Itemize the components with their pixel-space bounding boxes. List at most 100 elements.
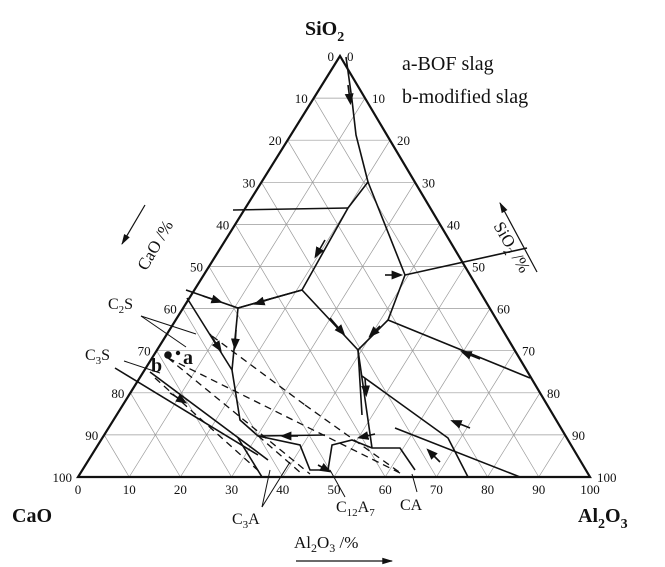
tick-bottom-0: 0 (75, 482, 82, 497)
boundary-gehlenite-low (231, 369, 326, 437)
grid-line-ca-6 (182, 308, 284, 478)
boundary-gehlenite-anorthite (357, 349, 363, 416)
axis-arrow-cao (121, 204, 146, 245)
phase-boundaries (114, 56, 531, 478)
grid-line-al-3 (231, 182, 416, 478)
point-b-label: b (151, 355, 162, 377)
tick-right-4: 60 (497, 302, 510, 317)
arrow-12 (426, 448, 441, 463)
tick-bottom-2: 20 (174, 482, 187, 497)
point-a-dot (164, 351, 172, 359)
grid-line-ca-3 (261, 182, 437, 478)
boundary-arrows (169, 84, 481, 473)
axis-arrow-sio2 (499, 202, 538, 273)
arrow-1 (344, 84, 354, 106)
phase-c2s: C2S (108, 296, 133, 316)
grid-line-al-9 (538, 434, 566, 478)
tick-left-8: 80 (111, 386, 124, 401)
tick-bottom-5: 50 (328, 482, 341, 497)
phase-c3a: C3A (232, 511, 260, 531)
arrow-4 (253, 296, 271, 306)
point-a-label: a (183, 347, 193, 369)
grid-line-al-1 (128, 97, 366, 478)
tick-right-9: 10 (372, 91, 385, 106)
arrow-3 (202, 294, 223, 304)
boundary-ca2 (394, 427, 521, 478)
tick-left-5: 50 (190, 260, 203, 275)
tick-right-2: 80 (547, 386, 560, 401)
dash-4 (211, 335, 306, 406)
legend-a: a-BOF slag (402, 53, 494, 75)
boundary-gehlenite-top (185, 289, 373, 449)
arrow-11 (450, 420, 471, 429)
grid-line-ca-9 (103, 434, 130, 478)
boundary-c2s-upper (186, 297, 233, 371)
vertex-sio2: SiO2 (305, 18, 344, 45)
boundary-ca-cah (361, 375, 469, 478)
boundary-c12a7-loop (257, 435, 328, 471)
boundary-c3a-drop (237, 437, 263, 478)
boundary-mullite-right (404, 247, 528, 276)
tick-left-1: 10 (295, 91, 308, 106)
tick-left-4: 40 (216, 217, 229, 232)
tick-right-6: 40 (447, 217, 460, 232)
boundary-tridymite (232, 207, 349, 211)
legend-b: b-modified slag (402, 86, 528, 108)
boundary-anorthite-upper (357, 274, 406, 351)
tick-bottom-1: 10 (123, 482, 136, 497)
axis-title-cao: CaO /% (133, 217, 177, 274)
tick-right-5: 50 (472, 260, 485, 275)
lead-c2s-2 (140, 315, 187, 348)
vertex-cao: CaO (12, 505, 52, 527)
grid-lines (103, 97, 566, 478)
arrow-6 (230, 329, 240, 351)
lead-c3a-1 (261, 461, 291, 508)
arrow-10 (460, 351, 481, 360)
grid-line-al-7 (436, 350, 516, 478)
boundary-mullite-top (367, 181, 406, 276)
arrow-13 (357, 431, 376, 440)
tick-left-2: 20 (269, 133, 282, 148)
lead-c3s (123, 360, 161, 374)
dashed-lines (154, 335, 403, 475)
boundary-c3s-c2s-1 (114, 367, 259, 456)
boundary-corundum (387, 319, 531, 379)
tick-bottom-10: 100 (580, 482, 600, 497)
tick-bottom-8: 80 (481, 482, 494, 497)
tick-right-8: 20 (397, 133, 410, 148)
lead-c12a7 (329, 469, 346, 498)
grid-line-al-6 (384, 308, 491, 478)
tick-bottom-6: 60 (379, 482, 392, 497)
grid-line-al-8 (487, 392, 541, 478)
tick-right-1: 90 (572, 428, 585, 443)
grid-line-ca-1 (313, 97, 540, 478)
dash-1 (167, 357, 311, 475)
vertex-al2o3: Al2O3 (578, 505, 628, 532)
tick-left-7: 70 (138, 344, 151, 359)
tick-bottom-3: 30 (225, 482, 238, 497)
arrow-8 (361, 377, 371, 398)
arrow-5 (329, 317, 346, 336)
tick-left-10: 100 (53, 470, 73, 485)
tick-right-7: 30 (422, 175, 435, 190)
tick-left-6: 60 (164, 302, 177, 317)
lead-c3a-2 (261, 469, 271, 508)
tick-left-3: 30 (242, 175, 255, 190)
dash-2 (167, 357, 403, 475)
tick-bottom-7: 70 (430, 482, 443, 497)
grid-line-ca-5 (208, 266, 335, 478)
axis-title-al2o3: Al2O3 /% (294, 533, 358, 555)
phase-ca: CA (400, 497, 423, 514)
arrow-2 (314, 239, 326, 259)
lead-c2s-1 (140, 315, 197, 335)
tick-bottom-4: 40 (276, 482, 289, 497)
tick-right-0: 100 (597, 470, 617, 485)
tick-right-3: 70 (522, 344, 535, 359)
tick-right-10: 0 (347, 49, 354, 64)
tick-left-0: 0 (328, 49, 335, 64)
dash-5 (304, 404, 403, 475)
phase-c3s: C3S (85, 347, 110, 367)
boundary-c3s-c2s-2 (149, 371, 269, 461)
